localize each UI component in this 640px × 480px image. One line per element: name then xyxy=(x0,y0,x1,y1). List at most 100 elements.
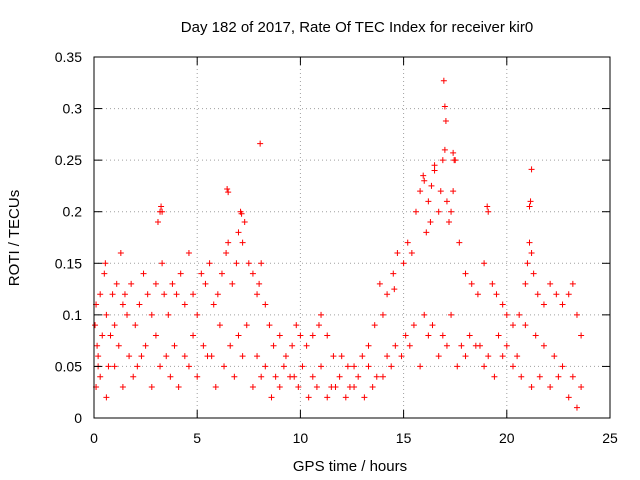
data-point xyxy=(489,280,496,287)
data-point xyxy=(346,384,353,391)
data-point xyxy=(231,373,238,380)
data-point xyxy=(289,342,296,349)
data-point xyxy=(532,332,539,339)
y-tick-label: 0 xyxy=(74,410,82,426)
data-point xyxy=(527,198,534,205)
data-point xyxy=(309,332,316,339)
data-point xyxy=(241,219,248,226)
data-point xyxy=(169,280,176,287)
y-tick-label: 0.25 xyxy=(55,152,82,168)
data-point xyxy=(526,239,533,246)
data-point xyxy=(140,270,147,277)
data-point xyxy=(526,203,533,210)
data-point xyxy=(528,249,535,256)
data-point xyxy=(208,353,215,360)
data-point xyxy=(185,363,192,370)
data-point xyxy=(417,363,424,370)
data-point xyxy=(113,280,120,287)
data-point xyxy=(536,373,543,380)
y-tick-label: 0.15 xyxy=(55,255,82,271)
data-point xyxy=(359,353,366,360)
data-point xyxy=(569,280,576,287)
data-point xyxy=(437,188,444,195)
data-point xyxy=(509,322,516,329)
data-point xyxy=(111,363,118,370)
data-point xyxy=(390,270,397,277)
data-point xyxy=(369,384,376,391)
data-point xyxy=(126,353,133,360)
data-point xyxy=(462,353,469,360)
data-point xyxy=(503,342,510,349)
data-point xyxy=(441,146,448,153)
data-point xyxy=(518,373,525,380)
data-point xyxy=(239,353,246,360)
data-point xyxy=(102,260,109,267)
data-point xyxy=(128,280,135,287)
data-point xyxy=(229,280,236,287)
data-point xyxy=(421,177,428,184)
data-point xyxy=(181,301,188,308)
data-point xyxy=(154,219,161,226)
data-point xyxy=(485,208,492,215)
data-point xyxy=(144,291,151,298)
data-point xyxy=(256,280,263,287)
data-point xyxy=(249,270,256,277)
data-point xyxy=(421,311,428,318)
data-point xyxy=(159,260,166,267)
data-point xyxy=(384,353,391,360)
data-point xyxy=(216,322,223,329)
data-point xyxy=(530,270,537,277)
chart-title: Day 182 of 2017, Rate Of TEC Index for r… xyxy=(181,19,533,36)
data-point xyxy=(235,332,242,339)
data-point xyxy=(446,219,453,226)
data-point xyxy=(524,260,531,267)
plot-frame xyxy=(93,56,611,419)
data-point xyxy=(262,301,269,308)
data-point xyxy=(384,291,391,298)
data-point xyxy=(173,291,180,298)
data-point xyxy=(130,373,137,380)
data-point xyxy=(509,363,516,370)
data-point xyxy=(406,342,413,349)
data-point xyxy=(448,311,455,318)
data-point xyxy=(165,311,172,318)
data-point xyxy=(559,363,566,370)
data-point xyxy=(254,291,261,298)
data-point xyxy=(559,301,566,308)
data-point xyxy=(318,311,325,318)
data-point xyxy=(516,311,523,318)
data-point xyxy=(227,342,234,349)
data-point xyxy=(190,332,197,339)
data-point xyxy=(223,249,230,256)
data-point xyxy=(92,322,99,329)
data-point xyxy=(225,189,232,196)
data-point xyxy=(258,373,265,380)
data-point xyxy=(148,311,155,318)
y-tick-label: 0.3 xyxy=(63,101,83,117)
data-point xyxy=(338,353,345,360)
data-point xyxy=(132,322,139,329)
data-point xyxy=(373,373,380,380)
data-point xyxy=(578,332,585,339)
data-point xyxy=(268,394,275,401)
data-point xyxy=(198,270,205,277)
data-point xyxy=(163,353,170,360)
data-point xyxy=(336,373,343,380)
data-point xyxy=(456,239,463,246)
data-point xyxy=(280,363,287,370)
data-point xyxy=(297,332,304,339)
data-point xyxy=(425,332,432,339)
data-point xyxy=(429,322,436,329)
data-point xyxy=(355,373,362,380)
data-point xyxy=(225,239,232,246)
data-point xyxy=(451,157,458,164)
data-point xyxy=(540,342,547,349)
data-point xyxy=(185,249,192,256)
data-point xyxy=(547,384,554,391)
data-point xyxy=(194,311,201,318)
data-point xyxy=(551,353,558,360)
data-point xyxy=(365,342,372,349)
data-point xyxy=(499,301,506,308)
data-point xyxy=(428,182,435,189)
